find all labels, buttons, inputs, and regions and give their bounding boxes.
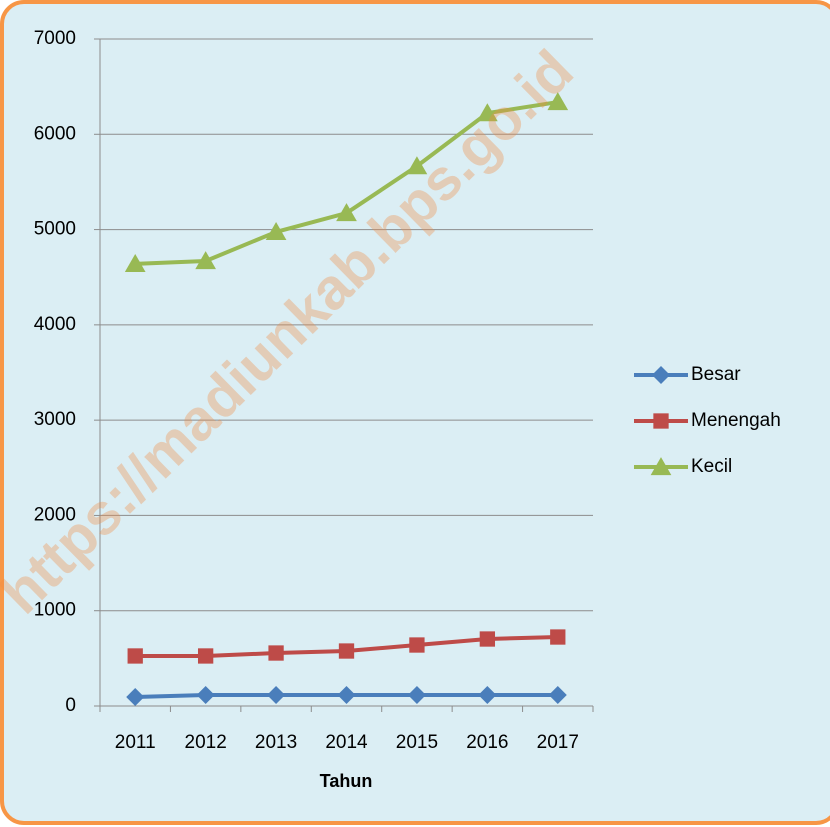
x-tick-label: 2011 <box>115 732 156 753</box>
data-point <box>338 643 355 659</box>
legend-label: Menengah <box>691 410 781 431</box>
data-point <box>265 222 287 241</box>
y-tick-label: 2000 <box>34 504 76 525</box>
x-tick-label: 2016 <box>466 732 508 753</box>
y-tick-label: 1000 <box>34 600 76 621</box>
x-tick-label: 2015 <box>396 732 438 753</box>
legend-marker <box>650 457 672 476</box>
data-point <box>127 648 143 664</box>
y-tick-label: 6000 <box>34 123 76 144</box>
data-point <box>195 251 216 270</box>
data-point <box>196 686 215 705</box>
y-tick-label: 0 <box>65 695 76 716</box>
legend-marker <box>652 366 670 384</box>
data-point <box>267 686 286 705</box>
data-point <box>268 645 284 661</box>
y-tick-label: 4000 <box>34 314 76 335</box>
data-point <box>197 648 214 664</box>
data-point <box>547 92 569 111</box>
data-point <box>409 637 425 653</box>
data-point <box>126 688 145 707</box>
data-point <box>124 253 146 272</box>
x-tick-label: 2012 <box>185 732 227 753</box>
legend-label: Besar <box>691 364 741 385</box>
y-tick-label: 7000 <box>34 28 76 49</box>
data-point <box>337 686 356 705</box>
data-point <box>406 156 428 175</box>
legend-marker <box>653 413 669 429</box>
x-tick-label: 2013 <box>255 732 297 753</box>
data-point <box>548 686 567 705</box>
x-tick-label: 2014 <box>325 732 368 753</box>
x-tick-label: 2017 <box>537 732 579 753</box>
data-point <box>407 686 426 705</box>
data-point <box>550 629 566 645</box>
y-tick-label: 5000 <box>34 219 76 240</box>
data-point <box>477 103 498 122</box>
y-tick-label: 3000 <box>34 409 76 430</box>
data-point <box>479 631 496 647</box>
x-axis-label: Tahun <box>320 771 373 791</box>
data-point <box>336 203 357 222</box>
data-point <box>478 686 497 705</box>
legend-label: Kecil <box>691 456 732 477</box>
